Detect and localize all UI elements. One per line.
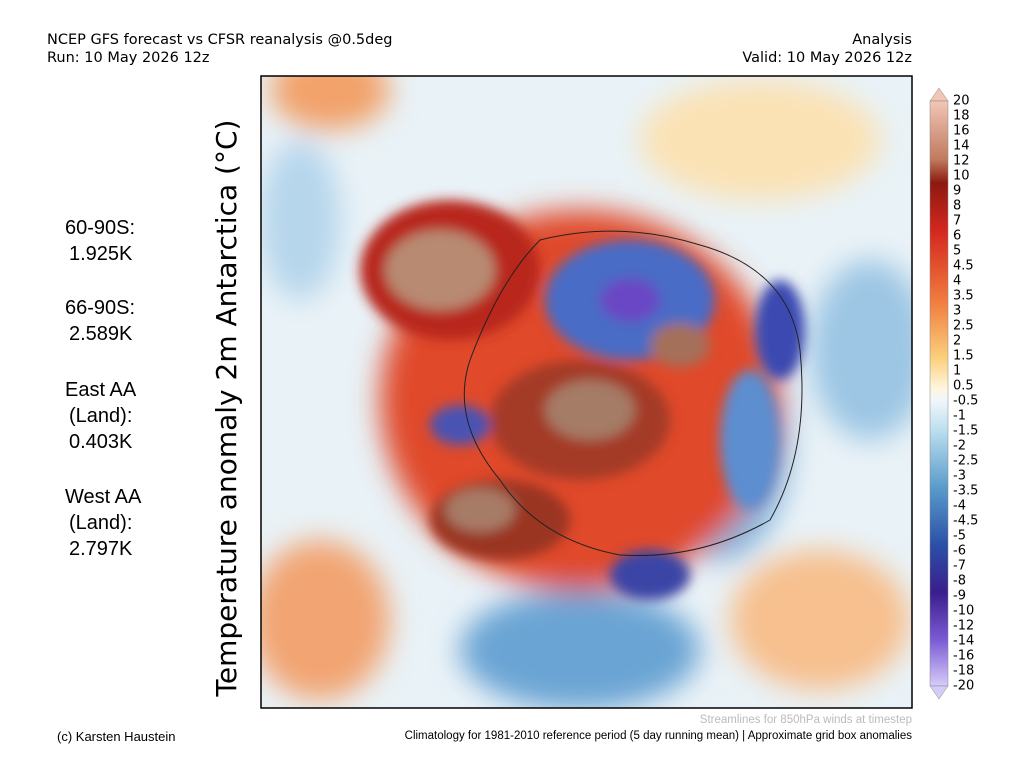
- colorbar-label: -6: [953, 544, 966, 559]
- colorbar-label: 4.5: [953, 259, 974, 274]
- colorbar-label: -12: [953, 619, 974, 634]
- colorbar-label: 10: [953, 169, 970, 184]
- colorbar-label: -14: [953, 634, 974, 649]
- colorbar-label: -3: [953, 469, 966, 484]
- colorbar-label: 12: [953, 154, 970, 169]
- stat-value: 2.797K: [69, 538, 133, 560]
- credit: (c) Karsten Haustein: [57, 729, 176, 744]
- colorbar-label: -18: [953, 664, 974, 679]
- colorbar-label: 8: [953, 199, 961, 214]
- colorbar-label: -4: [953, 499, 966, 514]
- colorbar: 201816141210987654.543.532.521.510.5-0.5…: [929, 87, 978, 700]
- colorbar-label: 7: [953, 214, 961, 229]
- colorbar-label: -3.5: [953, 484, 978, 499]
- stat-label: 60-90S:: [65, 217, 136, 239]
- colorbar-label: -16: [953, 649, 974, 664]
- colorbar-label: 3: [953, 304, 961, 319]
- colorbar-label: -2: [953, 439, 966, 454]
- stat-label: 66-90S:: [65, 297, 136, 319]
- stat: 60-90S: 1.925K: [65, 215, 135, 267]
- colorbar-label: -20: [953, 679, 974, 694]
- colorbar-label: -2.5: [953, 454, 978, 469]
- run: Run: 10 May 2026 12z: [47, 50, 210, 66]
- stat-value: 0.403K: [69, 431, 133, 453]
- streamlines-note: Streamlines for 850hPa winds at timestep: [699, 714, 912, 726]
- stat: East AA (Land): 0.403K: [65, 377, 136, 455]
- stat-label: (Land):: [69, 405, 133, 427]
- colorbar-label: 3.5: [953, 289, 974, 304]
- colorbar-label: 2.5: [953, 319, 974, 334]
- colorbar-label: -4.5: [953, 514, 978, 529]
- map: [261, 76, 912, 708]
- colorbar-label: -10: [953, 604, 974, 619]
- stat-value: 2.589K: [69, 323, 133, 345]
- stat-label: East AA: [65, 379, 137, 401]
- colorbar-label: 6: [953, 229, 961, 244]
- colorbar-label: -9: [953, 589, 966, 604]
- colorbar-label: 20: [953, 94, 970, 109]
- colorbar-label: 4: [953, 274, 961, 289]
- colorbar-label: 9: [953, 184, 961, 199]
- stat: West AA (Land): 2.797K: [65, 484, 141, 562]
- colorbar-label: 1: [953, 364, 961, 379]
- colorbar-label: 2: [953, 334, 961, 349]
- colorbar-label: 0.5: [953, 379, 974, 394]
- colorbar-label: -1.5: [953, 424, 978, 439]
- stat-label: (Land):: [69, 512, 133, 534]
- axis-label: Temperature anomaly 2m Antarctica (°C): [210, 120, 243, 698]
- stat-label: West AA: [65, 486, 142, 508]
- colorbar-label: -7: [953, 559, 966, 574]
- colorbar-label: 1.5: [953, 349, 974, 364]
- climatology-note: Climatology for 1981-2010 reference peri…: [404, 730, 912, 742]
- colorbar-label: -8: [953, 574, 966, 589]
- colorbar-label: 16: [953, 124, 970, 139]
- colorbar-label: 18: [953, 109, 970, 124]
- colorbar-label: -1: [953, 409, 966, 424]
- stat-value: 1.925K: [69, 243, 133, 265]
- colorbar-label: 5: [953, 244, 961, 259]
- colorbar-label: -0.5: [953, 394, 978, 409]
- title: NCEP GFS forecast vs CFSR reanalysis @0.…: [47, 32, 393, 48]
- colorbar-label: 14: [953, 139, 970, 154]
- valid: Valid: 10 May 2026 12z: [742, 50, 912, 66]
- kind: Analysis: [852, 32, 912, 48]
- colorbar-label: -5: [953, 529, 966, 544]
- stat: 66-90S: 2.589K: [65, 295, 135, 347]
